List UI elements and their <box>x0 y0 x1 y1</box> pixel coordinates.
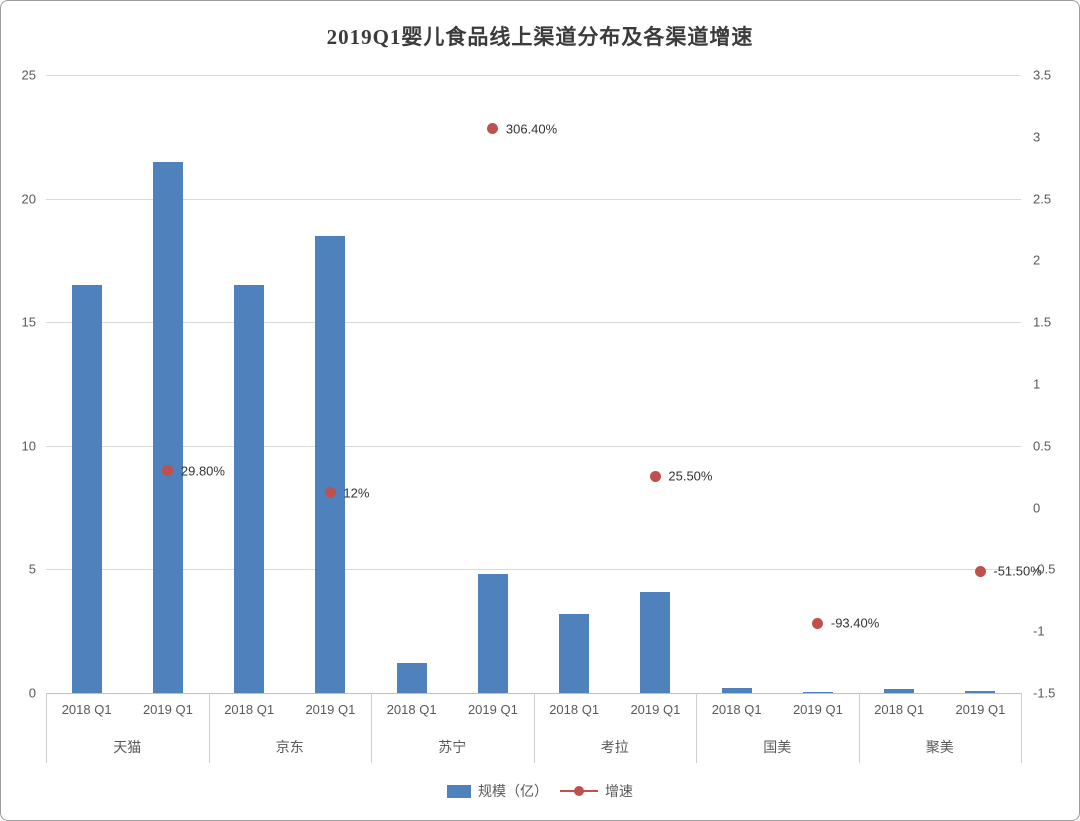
legend-item-scale: 规模（亿） <box>447 781 548 801</box>
bar <box>559 613 590 693</box>
bar <box>884 689 915 693</box>
x-axis-quarter-label: 2019 Q1 <box>792 702 843 717</box>
right-axis-tick: -0.5 <box>1033 561 1056 577</box>
right-axis-tick: -1 <box>1033 623 1045 639</box>
legend-item-growth: 增速 <box>560 781 633 801</box>
gridline <box>46 569 1021 571</box>
legend: 规模（亿） 增速 <box>1 781 1079 801</box>
growth-dot <box>487 123 499 135</box>
bar <box>234 285 265 693</box>
bar <box>640 591 671 693</box>
growth-value-label: 29.80% <box>180 463 225 479</box>
bar <box>315 235 346 693</box>
left-axis-tick: 20 <box>21 191 36 207</box>
growth-value-label: 12% <box>343 485 370 501</box>
x-axis-quarter-label: 2019 Q1 <box>955 702 1006 717</box>
growth-dot <box>974 565 986 577</box>
growth-dot <box>649 470 661 482</box>
bar <box>396 663 427 693</box>
left-axis-tick: 25 <box>21 67 36 83</box>
right-axis-tick: 0.5 <box>1033 438 1052 454</box>
x-axis-group-label: 国美 <box>763 739 792 755</box>
gridline <box>46 75 1021 76</box>
bar <box>802 691 833 693</box>
category-separator <box>46 693 47 763</box>
bar <box>477 574 508 693</box>
category-separator <box>696 693 697 763</box>
bar <box>152 161 183 693</box>
gridline <box>46 322 1021 324</box>
right-axis-tick: 1.5 <box>1033 314 1052 330</box>
x-axis-quarter-label: 2018 Q1 <box>874 702 925 717</box>
right-axis-tick: 2.5 <box>1033 191 1052 207</box>
x-axis-quarter-label: 2019 Q1 <box>467 702 518 717</box>
gridline <box>46 198 1021 200</box>
right-axis-tick: 2 <box>1033 252 1041 268</box>
bar <box>721 688 752 693</box>
x-axis-quarter-label: 2019 Q1 <box>630 702 681 717</box>
right-axis-tick: 3 <box>1033 129 1041 145</box>
growth-value-label: 306.40% <box>505 121 558 137</box>
category-separator <box>208 693 210 763</box>
right-axis-tick: 0 <box>1033 500 1041 516</box>
category-separator <box>533 693 535 763</box>
bar <box>965 690 996 693</box>
x-axis-quarter-label: 2019 Q1 <box>305 702 356 717</box>
category-separator <box>1021 693 1022 763</box>
legend-label-scale: 规模（亿） <box>478 783 548 799</box>
left-axis-tick: 15 <box>21 314 36 330</box>
legend-label-growth: 增速 <box>605 783 633 799</box>
x-axis-quarter-label: 2018 Q1 <box>711 702 762 717</box>
x-axis-group-label: 考拉 <box>600 739 629 755</box>
right-axis-tick: -1.5 <box>1033 685 1056 701</box>
x-axis-quarter-label: 2018 Q1 <box>61 702 112 717</box>
category-separator <box>371 693 372 763</box>
growth-series-swatch <box>560 785 598 797</box>
growth-value-label: -93.40% <box>830 615 880 631</box>
x-axis-quarter-label: 2018 Q1 <box>224 702 275 717</box>
x-axis-group-label: 京东 <box>275 739 304 755</box>
right-axis-tick: 3.5 <box>1033 67 1052 83</box>
growth-value-label: 25.50% <box>668 468 713 484</box>
growth-dot <box>324 487 336 499</box>
growth-dot-glyph <box>574 786 584 796</box>
x-axis-quarter-label: 2018 Q1 <box>549 702 600 717</box>
x-axis-group-label: 苏宁 <box>438 739 467 755</box>
right-axis-tick: 1 <box>1033 376 1041 392</box>
bar <box>71 285 102 693</box>
left-axis-tick: 5 <box>28 561 36 577</box>
growth-dot <box>162 465 174 477</box>
growth-dot <box>812 617 824 629</box>
growth-value-label: -51.50% <box>993 563 1042 579</box>
chart-title: 2019Q1婴儿食品线上渠道分布及各渠道增速 <box>326 25 754 49</box>
category-separator <box>858 693 860 763</box>
x-axis-quarter-label: 2019 Q1 <box>142 702 193 717</box>
x-axis-group-label: 天猫 <box>113 739 142 755</box>
gridline <box>46 445 1021 447</box>
x-axis-quarter-label: 2018 Q1 <box>386 702 437 717</box>
left-axis-tick: 10 <box>21 438 36 454</box>
left-axis-tick: 0 <box>28 685 36 701</box>
x-axis-group-label: 聚美 <box>925 739 954 755</box>
bar-series-swatch <box>447 784 471 798</box>
